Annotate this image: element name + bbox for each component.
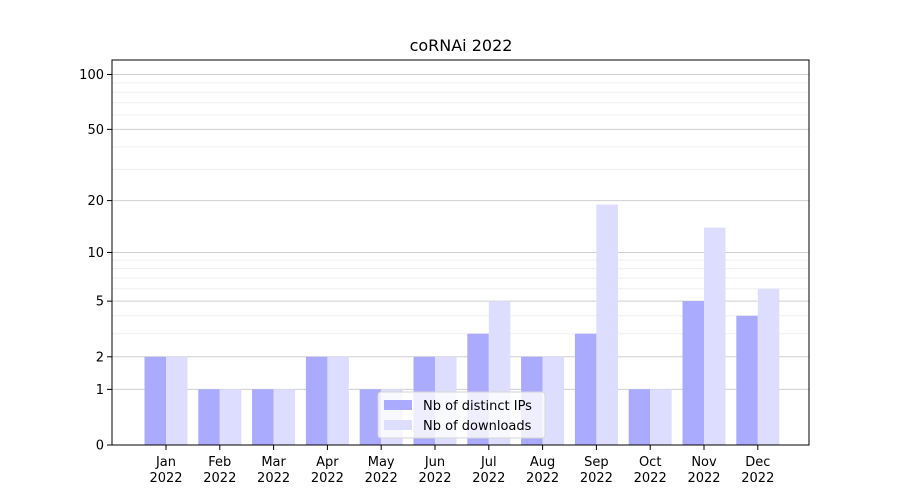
bar-downloads-nov: [704, 227, 726, 445]
x-tick-label-year: 2022: [526, 471, 559, 486]
bar-downloads-oct: [650, 389, 672, 445]
chart-title: coRNAi 2022: [410, 36, 513, 55]
bar-downloads-jan: [166, 356, 188, 445]
x-tick-label-month: Nov: [691, 455, 717, 470]
x-tick-label-month: Jan: [155, 455, 176, 470]
bar-ips-may: [359, 389, 382, 445]
legend: Nb of distinct IPs Nb of downloads: [377, 391, 546, 439]
x-tick-label-year: 2022: [580, 471, 613, 486]
x-tick-label-year: 2022: [634, 471, 667, 486]
bar-downloads-aug: [542, 356, 565, 445]
bar-downloads-mar: [273, 389, 296, 445]
legend-swatch: [384, 400, 412, 410]
legend-swatch: [384, 420, 412, 430]
y-tick-label: 10: [87, 246, 104, 261]
bar-ips-apr: [305, 356, 328, 445]
bar-ips-nov: [682, 301, 704, 445]
legend-label: Nb of distinct IPs: [423, 399, 532, 414]
legend-label: Nb of downloads: [423, 419, 532, 434]
x-tick-label-month: Oct: [639, 455, 661, 470]
x-tick-label-year: 2022: [472, 471, 505, 486]
legend-box: [377, 391, 546, 439]
x-tick-label-year: 2022: [311, 471, 344, 486]
bar-ips-dec: [736, 315, 758, 445]
y-tick-label: 100: [79, 68, 104, 83]
x-tick-label-month: May: [368, 455, 395, 470]
bar-ips-feb: [198, 389, 220, 445]
bar-ips-mar: [252, 389, 274, 445]
bar-downloads-dec: [757, 288, 780, 445]
bar-ips-oct: [628, 389, 651, 445]
x-tick-label-year: 2022: [203, 471, 236, 486]
bar-ips-sep: [574, 333, 597, 445]
x-axis: Jan2022Feb2022Mar2022Apr2022May2022Jun20…: [149, 445, 774, 486]
x-tick-label-month: Jul: [480, 455, 497, 470]
x-tick-label-month: Aug: [530, 455, 555, 470]
y-tick-label: 2: [96, 350, 104, 365]
x-tick-label-year: 2022: [257, 471, 290, 486]
y-tick-label: 20: [87, 194, 104, 209]
bar-downloads-feb: [219, 389, 242, 445]
x-tick-label-year: 2022: [365, 471, 398, 486]
bar-downloads-apr: [327, 356, 349, 445]
x-tick-label-month: Dec: [745, 455, 770, 470]
x-tick-label-year: 2022: [687, 471, 720, 486]
y-tick-label: 0: [96, 439, 104, 454]
y-tick-label: 1: [96, 383, 104, 398]
x-tick-label-month: Apr: [316, 455, 339, 470]
x-tick-label-year: 2022: [741, 471, 774, 486]
x-tick-label-year: 2022: [149, 471, 182, 486]
x-tick-label-month: Jun: [424, 455, 445, 470]
x-tick-label-year: 2022: [418, 471, 451, 486]
bar-ips-jan: [144, 356, 166, 445]
bar-downloads-sep: [596, 204, 618, 445]
y-tick-label: 50: [87, 123, 104, 138]
x-tick-label-month: Mar: [261, 455, 286, 470]
y-tick-label: 5: [96, 295, 104, 310]
y-axis: 0 1 2 5 10 20 50 100: [79, 68, 112, 454]
x-tick-label-month: Feb: [208, 455, 231, 470]
x-tick-label-month: Sep: [584, 455, 609, 470]
